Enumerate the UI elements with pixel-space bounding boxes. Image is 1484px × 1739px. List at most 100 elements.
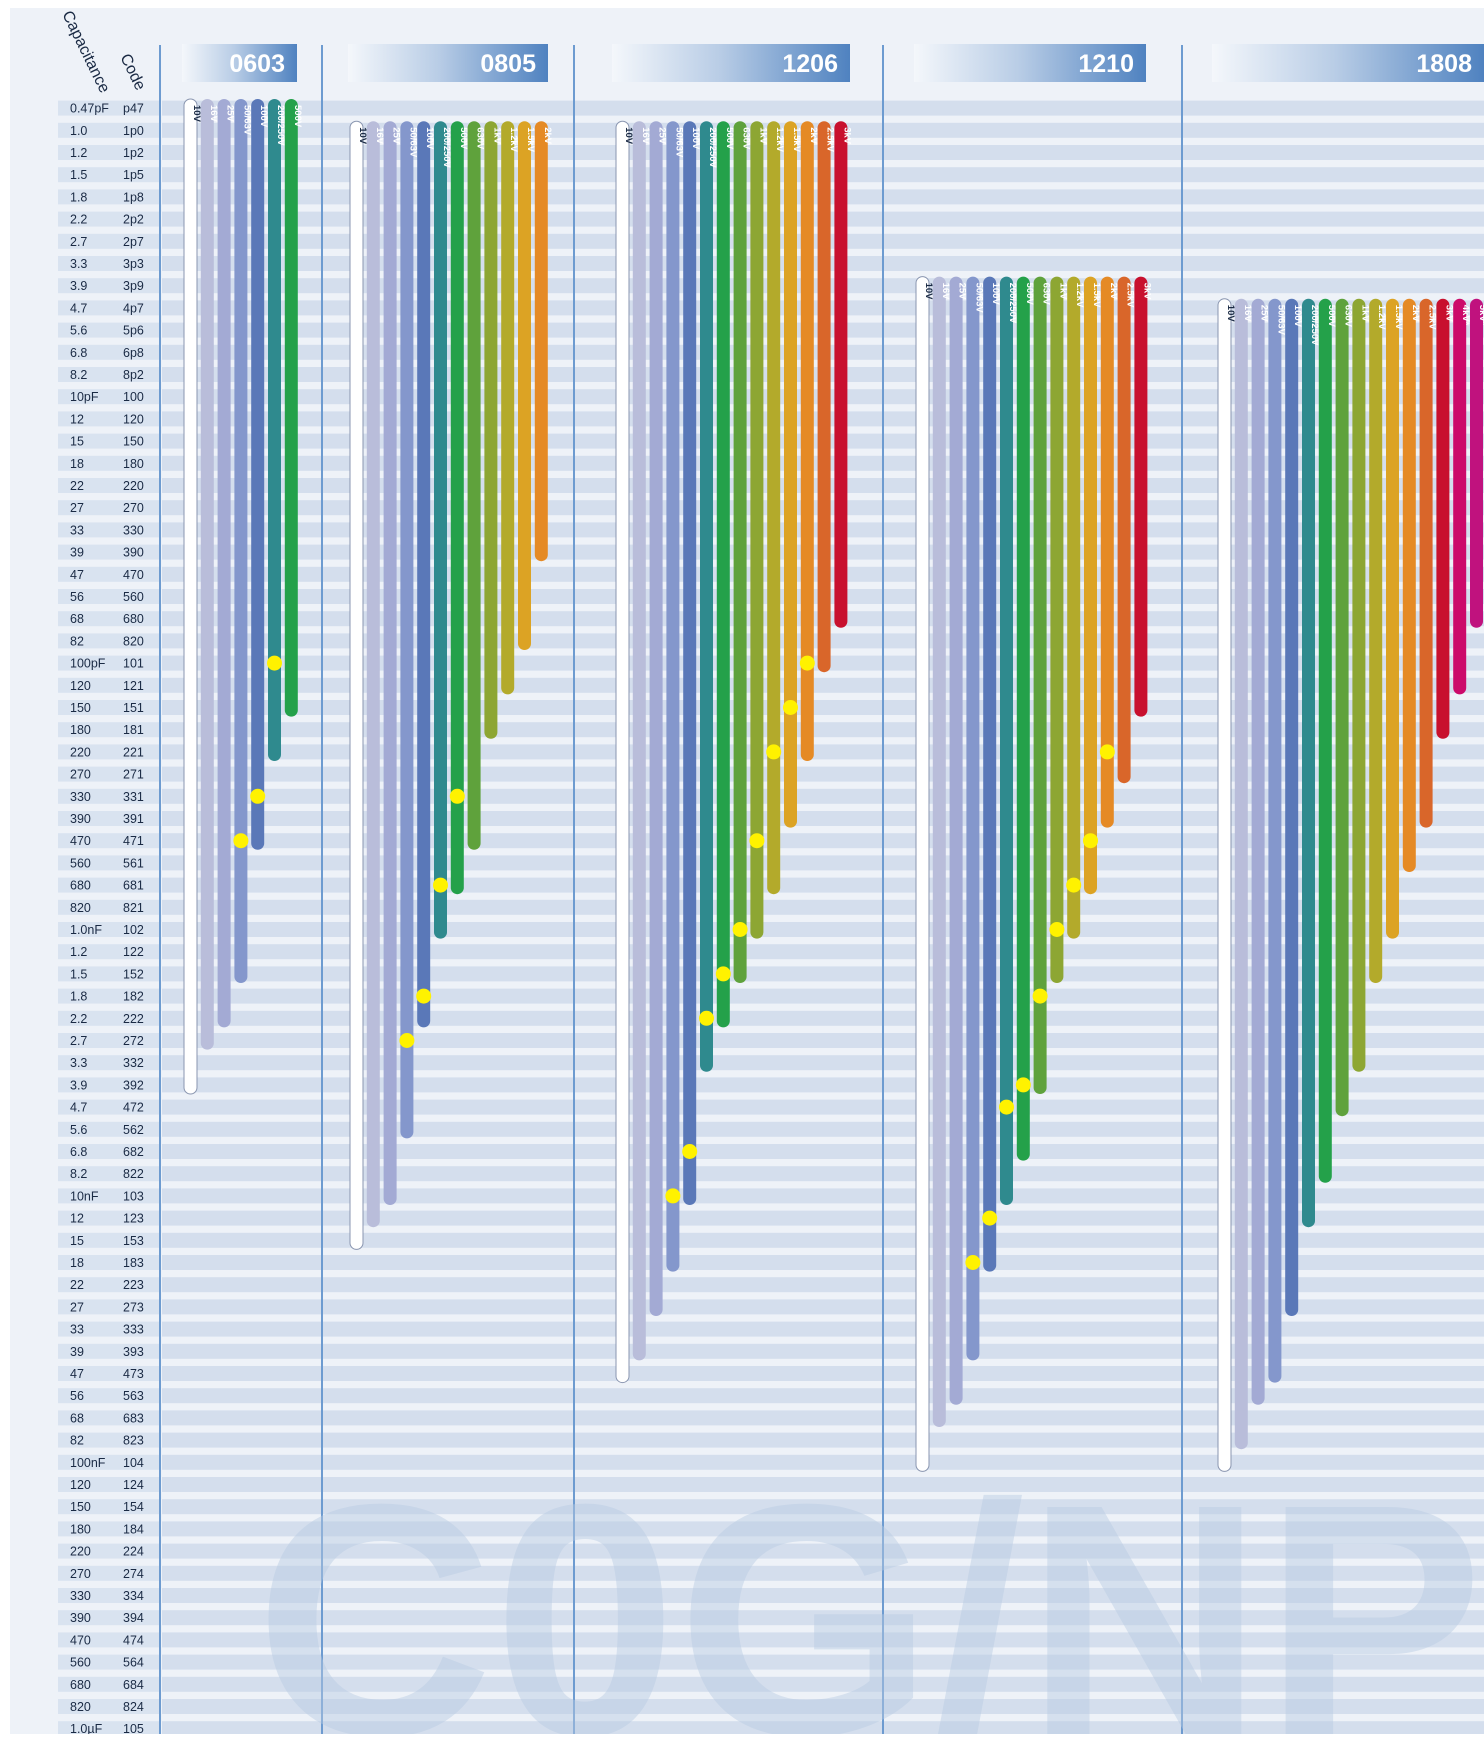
range-bar-1210-500V [1016,276,1030,1161]
voltage-label: 100V [990,283,1001,306]
code-label: 683 [123,1411,144,1425]
code-label: 102 [123,923,144,937]
capacitance-label: 390 [70,1611,91,1625]
range-bar-1210-10V [915,276,930,1472]
label-row-band [58,1144,160,1159]
capacitance-label: 33 [70,1323,84,1337]
label-row-band [58,189,160,205]
capacitance-label: 15 [70,1234,84,1248]
code-label: 220 [123,479,144,493]
code-label: 1p0 [123,124,144,138]
voltage-label: 10V [357,127,368,145]
label-row-band [58,1543,160,1559]
range-bar-1206-50_63V [666,121,680,1272]
voltage-label: 2kV [808,127,819,145]
label-row-band [58,788,160,804]
capacitance-label: 10pF [70,390,99,404]
label-row-band [58,322,160,338]
marker-dot [1066,877,1082,893]
voltage-label: 100V [690,127,701,150]
range-bar-1206-1_2kV [767,121,781,895]
marker-dot [732,922,748,937]
label-row-band [58,966,160,982]
label-row-band [58,655,160,671]
range-bar-1808-16V [1234,298,1248,1450]
code-label: 1p5 [123,168,144,182]
label-row-band [58,256,160,271]
marker-dot [766,744,782,760]
code-label: 274 [123,1567,144,1581]
range-bar-1210-1_2kV [1067,276,1081,939]
range-bar-1210-16V [932,276,946,1428]
label-row-band [58,566,160,582]
package-header-0603 [182,44,297,82]
capacitance-label: 180 [70,1522,91,1536]
grid-row-band [162,1477,1484,1492]
range-bar-0603-25V [217,99,231,1028]
label-row-band [58,922,160,937]
label-row-band [58,722,160,738]
capacitance-label: 15 [70,435,84,449]
grid-row-band [162,1676,1484,1692]
capacitance-label: 1.8 [70,990,87,1004]
grid-row-band [162,988,1484,1004]
voltage-label: 630V [475,127,486,150]
code-label: 150 [123,435,144,449]
voltage-label: 1.5kV [1091,283,1102,308]
code-label: p47 [123,102,144,116]
label-row-band [58,145,160,160]
code-label: 223 [123,1278,144,1292]
capacitance-label: 3.9 [70,1078,87,1092]
label-row-band [58,1588,160,1603]
code-label: 682 [123,1145,144,1159]
code-label: 100 [123,390,144,404]
label-row-band [58,433,160,449]
range-bar-1206-2_5kV [817,121,831,673]
label-row-band [58,344,160,360]
marker-dot [250,788,266,804]
label-row-band [58,122,160,138]
voltage-label: 10V [191,105,202,123]
label-row-band [58,811,160,826]
voltage-label: 5kV* [1477,305,1484,326]
grid-row-band [162,1033,1484,1048]
label-row-band [58,544,160,560]
capacitance-label: 3.9 [70,279,87,293]
capacitance-label: 100pF [70,657,106,671]
code-label: 1p8 [123,190,144,204]
capacitance-label: 390 [70,812,91,826]
capacitance-label: 820 [70,901,91,915]
capacitance-label: 1.0 [70,124,87,138]
range-bar-1206-2kV [800,121,814,761]
marker-dot [799,655,815,671]
code-label: 2p2 [123,213,144,227]
label-row-band [58,389,160,405]
voltage-label: 3kV [1443,305,1454,323]
capacitance-label: 39 [70,546,84,560]
range-bar-1808-100V [1285,298,1299,1316]
grid-row-band [162,1454,1484,1470]
range-bar-1808-630V [1335,298,1349,1117]
range-bar-1210-1kV [1050,276,1064,984]
code-label: 181 [123,723,144,737]
grid-row-band [162,1166,1484,1182]
capacitance-label: 3.3 [70,257,87,271]
capacitance-label: 1.0µF [70,1722,103,1734]
voltage-label: 1.2kV [1376,305,1387,330]
capacitance-label: 27 [70,501,84,515]
code-label: 154 [123,1500,144,1514]
label-row-band [58,478,160,493]
code-label: 101 [123,657,144,671]
grid-row-band [162,1277,1484,1293]
voltage-label: 2.5kV [1427,305,1438,330]
capacitance-label: 4.7 [70,301,87,315]
voltage-label: 50/63V [973,283,984,314]
marker-dot [449,788,465,804]
capacitance-label: 150 [70,1500,91,1514]
label-row-band [58,1299,160,1315]
code-label: 390 [123,546,144,560]
code-label: 222 [123,1012,144,1026]
code-label: 4p7 [123,301,144,315]
code-label: 1p2 [123,146,144,160]
capacitance-label: 56 [70,590,84,604]
